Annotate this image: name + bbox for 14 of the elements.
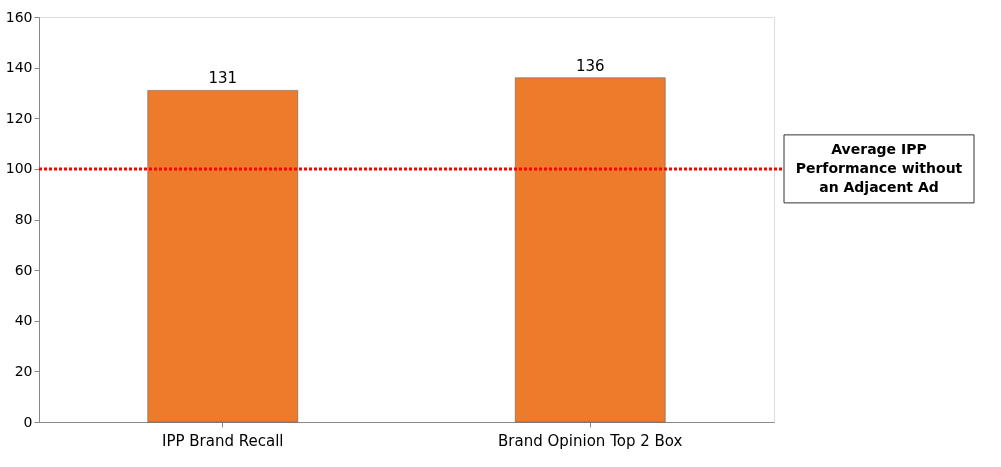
y-tick-label: 20 [14, 362, 33, 379]
y-tick-label: 40 [14, 312, 33, 329]
ref-line-label: Average IPP Performance without an Adjacent Ad [795, 140, 963, 195]
y-tick-label: 100 [5, 160, 33, 177]
y-tick-label: 60 [14, 261, 33, 278]
y-tick-label: 80 [14, 211, 33, 227]
x-tick-label: IPP Brand Recall [162, 431, 284, 450]
data-label: 131 [208, 69, 238, 88]
y-tick-label: 0 [23, 413, 33, 430]
x-tick-label: Brand Opinion Top 2 Box [498, 431, 683, 450]
y-tick-label: 160 [5, 8, 33, 25]
data-label: 136 [575, 56, 605, 75]
y-tick-label: 140 [5, 59, 33, 76]
y-tick-label: 120 [5, 109, 33, 126]
